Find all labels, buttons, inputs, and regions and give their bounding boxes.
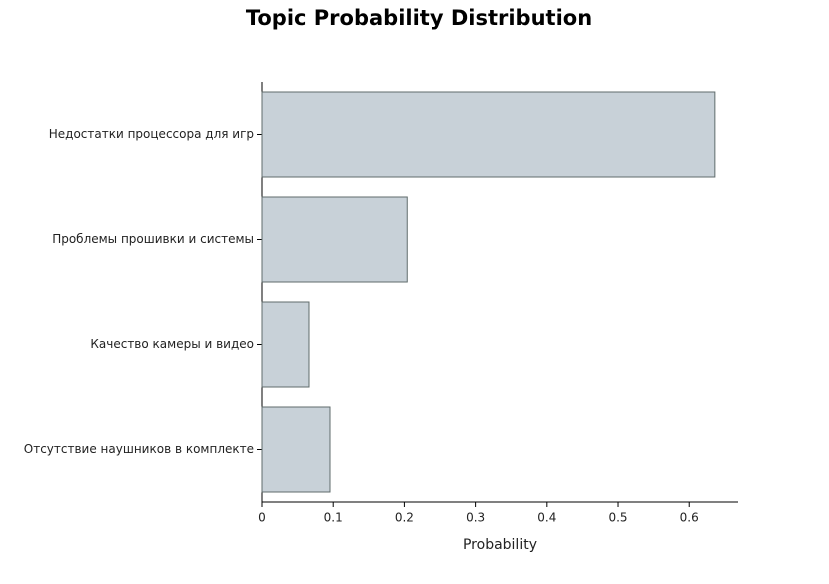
bar	[261, 196, 408, 283]
bar	[261, 301, 310, 388]
x-tick-label: 0.3	[466, 511, 485, 525]
y-tick-label: Проблемы прошивки и системы	[52, 232, 254, 246]
x-tick-label: 0.4	[537, 511, 556, 525]
chart-title: Topic Probability Distribution	[246, 6, 592, 30]
x-tick-label: 0.2	[395, 511, 414, 525]
bar	[261, 91, 716, 178]
x-tick-label: 0.6	[680, 511, 699, 525]
x-axis-label: Probability	[463, 537, 537, 553]
x-tick-label: 0	[258, 511, 266, 525]
y-tick-label: Недостатки процессора для игр	[49, 127, 254, 141]
x-tick-label: 0.1	[324, 511, 343, 525]
y-tick-label: Отсутствие наушников в комплекте	[24, 442, 254, 456]
y-tick-label: Качество камеры и видео	[90, 337, 254, 351]
bar	[261, 406, 331, 493]
x-tick-label: 0.5	[608, 511, 627, 525]
